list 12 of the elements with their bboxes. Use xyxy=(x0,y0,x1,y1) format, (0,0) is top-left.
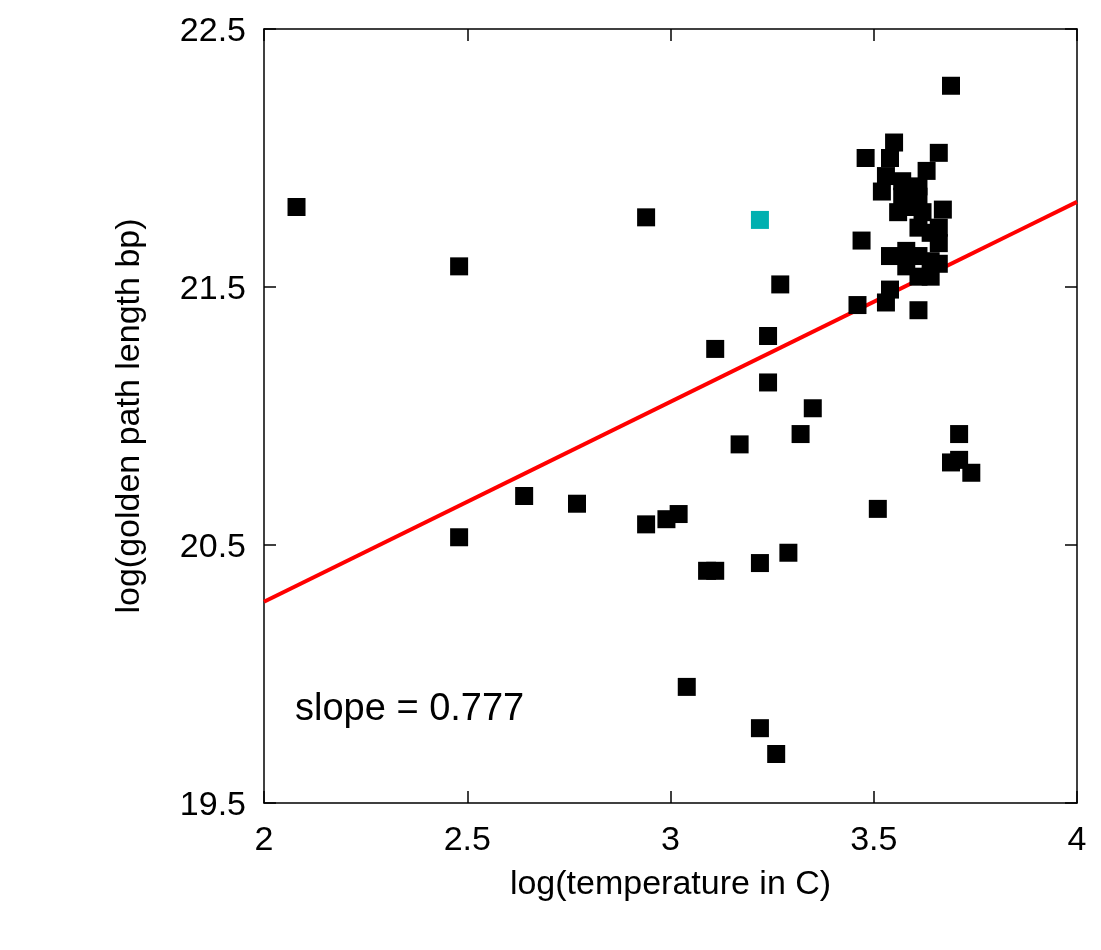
x-tick-label: 2 xyxy=(254,819,274,857)
x-axis-title: log(temperature in C) xyxy=(509,863,832,901)
y-tick-label: 21.5 xyxy=(179,268,246,306)
x-tick-label: 4 xyxy=(1067,819,1087,857)
y-tick-label: 19.5 xyxy=(179,784,246,822)
x-tick-label: 2.5 xyxy=(443,819,491,857)
y-tick-label: 20.5 xyxy=(179,526,246,564)
x-tick-label: 3 xyxy=(661,819,680,857)
y-axis-title: log(golden path length bp) xyxy=(108,218,146,614)
annotation: slope = 0.777 xyxy=(295,686,525,728)
y-tick-label: 22.5 xyxy=(179,10,246,48)
x-tick-label: 3.5 xyxy=(850,819,898,857)
